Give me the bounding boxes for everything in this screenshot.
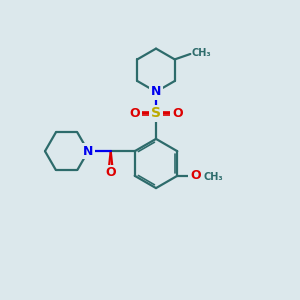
Text: O: O — [129, 107, 140, 120]
Text: O: O — [190, 169, 201, 182]
Text: CH₃: CH₃ — [204, 172, 223, 182]
Text: O: O — [105, 166, 116, 179]
Text: O: O — [172, 107, 183, 120]
Text: CH₃: CH₃ — [192, 47, 212, 58]
Text: N: N — [83, 145, 93, 158]
Text: N: N — [151, 85, 161, 98]
Text: S: S — [151, 106, 161, 120]
